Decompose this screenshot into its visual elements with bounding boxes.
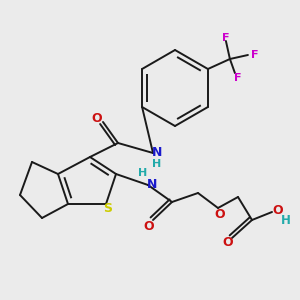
Text: N: N bbox=[152, 146, 162, 160]
Text: F: F bbox=[222, 33, 230, 43]
Text: F: F bbox=[251, 50, 259, 60]
Text: F: F bbox=[234, 73, 242, 83]
Text: H: H bbox=[152, 159, 162, 169]
Text: H: H bbox=[281, 214, 291, 226]
Text: S: S bbox=[103, 202, 112, 215]
Text: H: H bbox=[138, 168, 148, 178]
Text: N: N bbox=[147, 178, 157, 190]
Text: O: O bbox=[223, 236, 233, 250]
Text: O: O bbox=[215, 208, 225, 220]
Text: O: O bbox=[273, 203, 283, 217]
Text: O: O bbox=[144, 220, 154, 232]
Text: O: O bbox=[92, 112, 102, 124]
